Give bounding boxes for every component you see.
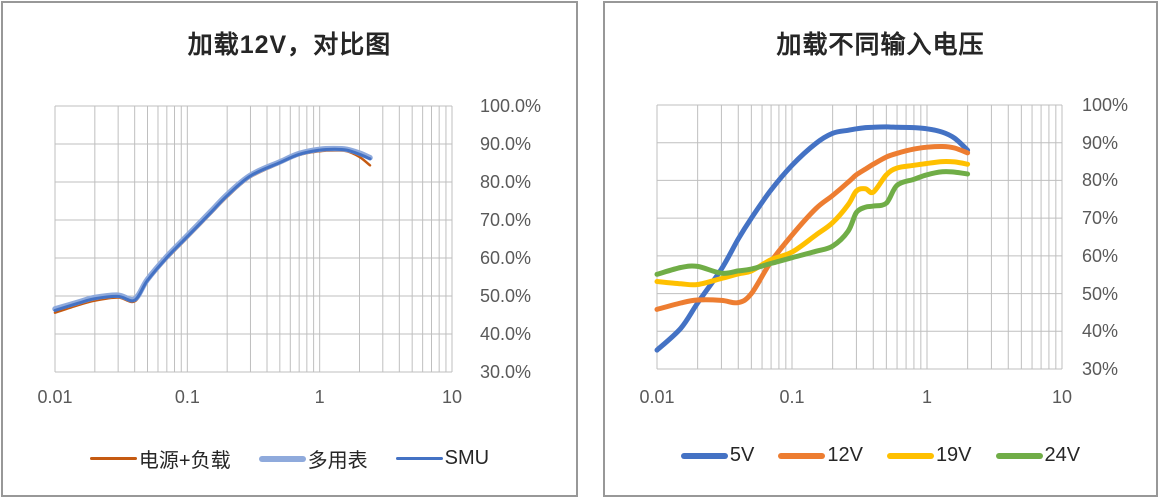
legend-swatch [89, 456, 137, 461]
legend-item-12V: 12V [778, 444, 863, 467]
y-tick-label: 30% [1082, 359, 1119, 379]
y-tick-label: 80.0% [480, 172, 532, 192]
x-tick-label: 0.1 [779, 387, 805, 407]
y-tick-label: 40% [1082, 321, 1119, 342]
y-tick-label: 40.0% [480, 324, 532, 344]
series-line-SMU [53, 147, 372, 312]
legend-label: 12V [827, 444, 863, 466]
y-tick-label: 50.0% [480, 286, 532, 306]
series-line-多用表 [52, 145, 373, 312]
series-line-电源+负载 [53, 149, 372, 314]
legend-item-多用表: 多用表 [258, 444, 368, 473]
legend-label: 多用表 [307, 450, 368, 472]
legend-swatch [778, 452, 826, 459]
y-tick-label: 50% [1082, 283, 1119, 304]
x-tick-label: 0.01 [37, 387, 73, 407]
y-tick-label: 70.0% [480, 210, 532, 230]
legend-label: 19V [935, 444, 972, 466]
x-tick-label: 1 [314, 387, 325, 407]
legend-item-SMU: SMU [395, 447, 490, 470]
y-tick-label: 100.0% [480, 96, 542, 116]
legend-item-5V: 5V [680, 444, 755, 467]
legend-item-19V: 19V [886, 444, 972, 467]
legend-swatch [680, 452, 728, 459]
x-tick-label: 0.1 [174, 387, 200, 407]
legend-label: 电源+负载 [138, 450, 231, 472]
gridlines [54, 105, 453, 373]
y-tick-label: 90% [1082, 132, 1119, 153]
chart-title: 加载12V，对比图 [187, 31, 392, 59]
series-line-19V [654, 158, 971, 288]
y-tick-label: 80% [1082, 170, 1119, 191]
legend-label: SMU [444, 447, 490, 469]
y-tick-label: 100% [1082, 95, 1129, 115]
legend-swatch [395, 456, 443, 461]
legend-swatch [995, 452, 1043, 459]
legend-item-24V: 24V [995, 444, 1081, 467]
x-tick-label: 10 [441, 387, 463, 407]
x-tick-label: 10 [1051, 387, 1073, 407]
legend: 电源+负载 多用表 SMU [3, 444, 576, 473]
legend: 5V 12V 19V 24V [605, 444, 1156, 467]
legend-label: 5V [729, 444, 755, 466]
x-tick-label: 1 [921, 387, 933, 407]
y-tick-label: 70% [1082, 208, 1119, 229]
y-tick-label: 90.0% [480, 134, 532, 154]
series-line-12V [654, 143, 971, 312]
legend-item-电源+负载: 电源+负载 [89, 444, 231, 473]
y-tick-label: 60% [1082, 245, 1119, 266]
y-tick-label: 30.0% [480, 362, 532, 382]
gridlines [656, 104, 1063, 370]
y-tick-label: 60.0% [480, 248, 532, 268]
x-tick-label: 0.01 [639, 387, 675, 407]
chart-panel-12v-comparison: 加载12V，对比图 100.0% 90.0% 80.0% 70.0% 60.0% 50.0… [1, 1, 578, 497]
plot-area [52, 105, 453, 373]
chart-panel-input-voltages: 加载不同输入电压 100% 90% 80% 70% 60% 50% 40% 30% 0.01 0… [603, 1, 1158, 497]
series-line-24V [654, 169, 971, 277]
legend-label: 24V [1044, 444, 1081, 466]
legend-swatch [258, 455, 306, 462]
legend-swatch [886, 452, 934, 459]
series-line-5V [654, 124, 971, 353]
plot-area [654, 104, 1063, 370]
chart-title: 加载不同输入电压 [776, 31, 985, 59]
